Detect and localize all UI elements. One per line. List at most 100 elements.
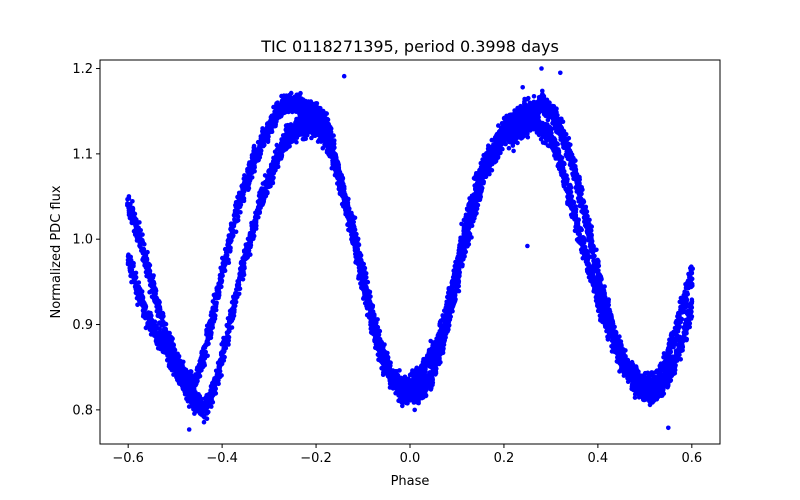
- data-point: [606, 297, 611, 302]
- data-point: [162, 343, 168, 349]
- data-point: [685, 282, 690, 288]
- data-point: [259, 136, 265, 142]
- data-point: [420, 364, 426, 370]
- data-point: [600, 293, 606, 299]
- data-point: [225, 260, 230, 265]
- data-point: [130, 271, 135, 277]
- data-point: [248, 176, 253, 182]
- data-point: [154, 301, 160, 307]
- data-point: [303, 102, 308, 107]
- data-point: [428, 350, 434, 356]
- scatter-points: [125, 66, 695, 432]
- data-point: [166, 342, 171, 348]
- data-point: [397, 368, 402, 373]
- data-point: [222, 255, 228, 261]
- data-point: [132, 276, 138, 282]
- data-point: [193, 403, 198, 408]
- data-point: [583, 206, 588, 211]
- data-point: [673, 325, 678, 331]
- data-point: [313, 105, 318, 111]
- data-point: [135, 302, 140, 308]
- data-point: [154, 295, 159, 301]
- data-point: [571, 176, 576, 182]
- data-point: [137, 231, 143, 237]
- data-point: [203, 342, 208, 348]
- data-point: [561, 128, 567, 134]
- data-point: [449, 280, 455, 286]
- data-point: [577, 182, 582, 188]
- data-point: [594, 247, 599, 253]
- data-point: [512, 108, 517, 113]
- data-point: [167, 360, 173, 365]
- data-point: [324, 111, 330, 116]
- data-point: [298, 105, 304, 110]
- data-point: [554, 110, 559, 115]
- data-point: [232, 220, 237, 226]
- data-point: [577, 174, 582, 180]
- data-point: [212, 301, 217, 306]
- data-point: [158, 330, 163, 336]
- data-point: [196, 407, 201, 412]
- data-point: [294, 101, 299, 106]
- data-point: [410, 368, 415, 373]
- data-point: [503, 118, 509, 124]
- data-point: [157, 326, 162, 332]
- data-point: [240, 188, 246, 194]
- data-point: [204, 329, 209, 335]
- data-point: [129, 215, 135, 220]
- data-point: [175, 366, 180, 372]
- data-point: [260, 126, 265, 131]
- data-point: [263, 137, 269, 143]
- data-point: [136, 228, 142, 233]
- data-point: [192, 379, 198, 384]
- data-point: [238, 192, 243, 197]
- data-point: [591, 253, 596, 259]
- data-point: [143, 304, 149, 309]
- data-point: [473, 173, 479, 178]
- data-point: [589, 238, 595, 244]
- data-point: [558, 134, 563, 140]
- data-point: [657, 371, 662, 376]
- data-point: [150, 280, 155, 286]
- data-point: [253, 148, 258, 153]
- data-point: [270, 122, 275, 127]
- data-point: [540, 108, 546, 114]
- data-point: [216, 291, 222, 296]
- data-point: [676, 311, 681, 316]
- data-point: [139, 289, 145, 294]
- data-point: [136, 280, 142, 285]
- data-point: [211, 311, 217, 317]
- data-point: [194, 397, 199, 403]
- data-point: [136, 295, 141, 301]
- data-point: [311, 101, 317, 107]
- data-point: [525, 96, 530, 102]
- data-point: [507, 112, 512, 118]
- data-point: [253, 158, 259, 163]
- data-point: [516, 105, 522, 111]
- data-point: [682, 305, 687, 310]
- data-point: [188, 369, 194, 375]
- data-point: [145, 266, 150, 271]
- data-point: [588, 228, 594, 233]
- data-point: [126, 194, 132, 199]
- data-point: [194, 367, 200, 373]
- data-point: [294, 92, 300, 98]
- data-point: [182, 383, 188, 389]
- data-point: [249, 170, 255, 175]
- data-point: [156, 340, 162, 346]
- data-point: [128, 201, 133, 207]
- data-point: [257, 148, 263, 153]
- data-point: [249, 153, 255, 158]
- data-point: [560, 119, 566, 124]
- data-point: [548, 109, 554, 115]
- data-point: [233, 209, 239, 214]
- data-point: [251, 143, 257, 149]
- data-point: [634, 365, 639, 370]
- data-point: [671, 340, 676, 345]
- data-point: [187, 383, 193, 388]
- data-point: [201, 413, 207, 419]
- data-point: [201, 419, 207, 425]
- data-point: [205, 335, 211, 341]
- data-point: [279, 93, 284, 99]
